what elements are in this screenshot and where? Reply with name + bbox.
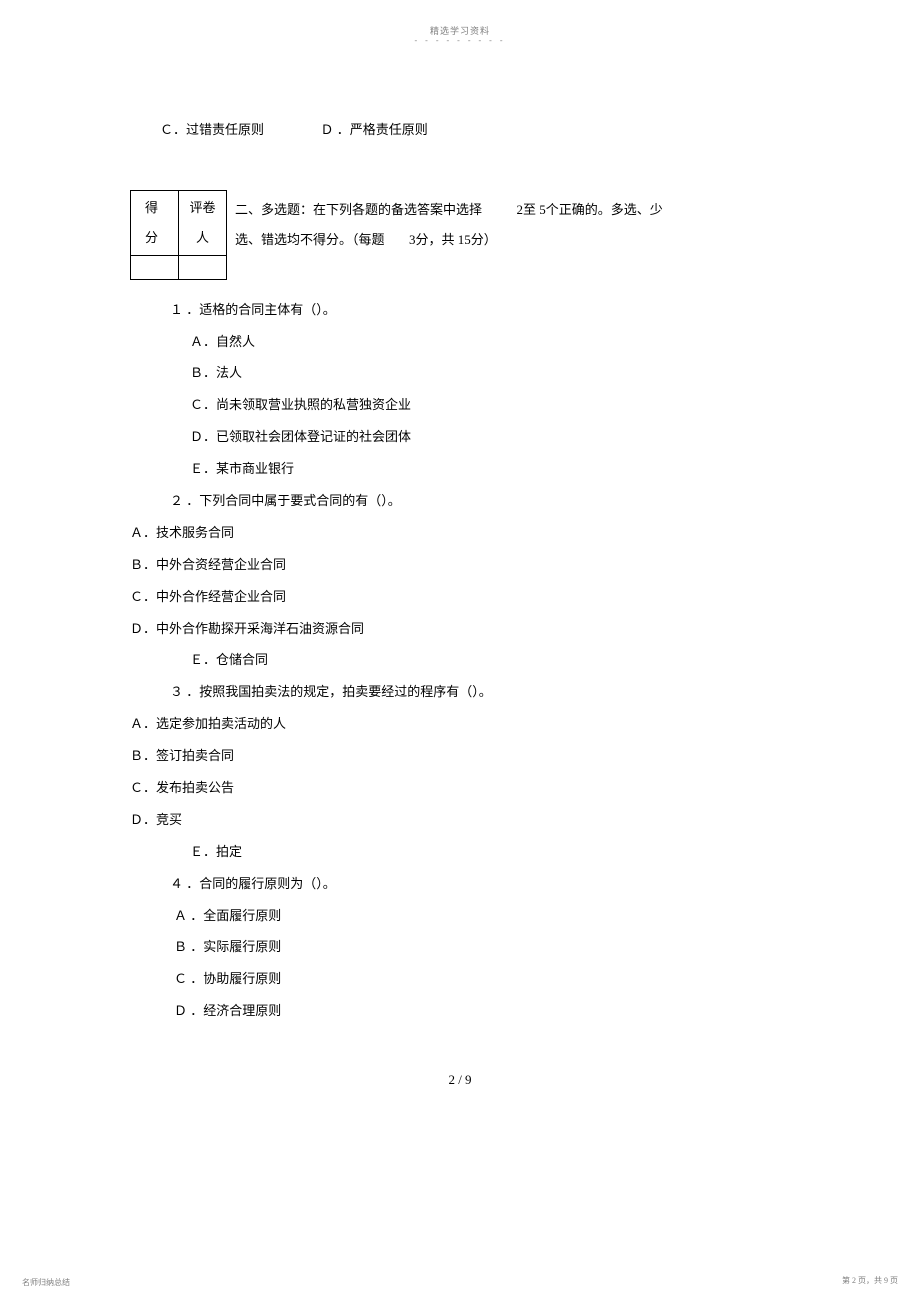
- header-dots: - - - - - - - - -: [415, 36, 506, 45]
- section-line1-p1: 二、多选题：在下列各题的备选答案中选择: [235, 202, 482, 217]
- q2-a: Ａ．技术服务合同: [130, 518, 810, 548]
- section-line2-p1: 选、错选均不得分。（每题: [235, 232, 385, 247]
- score-col-1: 得 分: [131, 190, 179, 255]
- option-c: Ｃ．过错责任原则: [160, 122, 264, 137]
- q1-e: Ｅ．某市商业银行: [190, 454, 810, 484]
- score-cell-2: [179, 255, 227, 279]
- footer-right: 第 2 页，共 9 页: [842, 1275, 898, 1286]
- top-options: Ｃ．过错责任原则 Ｄ ．严格责任原则: [160, 115, 810, 145]
- q3-c: Ｃ．发布拍卖公告: [130, 773, 810, 803]
- q1-title: １ ．适格的合同主体有（）。: [170, 295, 810, 325]
- score-cell-1: [131, 255, 179, 279]
- document-content: Ｃ．过错责任原则 Ｄ ．严格责任原则 得 分 评卷人 二、多选题：在下列各题的备…: [130, 115, 810, 1028]
- q3-e: Ｅ．拍定: [190, 837, 810, 867]
- q2-c: Ｃ．中外合作经营企业合同: [130, 582, 810, 612]
- q3-b: Ｂ．签订拍卖合同: [130, 741, 810, 771]
- q4-b: Ｂ ．实际履行原则: [174, 932, 810, 962]
- option-d: Ｄ ．严格责任原则: [321, 122, 428, 137]
- q3-title: ３ ．按照我国拍卖法的规定，拍卖要经过的程序有（）。: [170, 677, 810, 707]
- q4-c: Ｃ ．协助履行原则: [174, 964, 810, 994]
- section-2-header: 得 分 评卷人 二、多选题：在下列各题的备选答案中选择 2至 5个正确的。多选、…: [130, 190, 810, 280]
- q3-d: Ｄ．竞买: [130, 805, 810, 835]
- footer-left: 名师归纳总结: [22, 1277, 70, 1288]
- q4-d: Ｄ ．经济合理原则: [174, 996, 810, 1026]
- q1-a: Ａ．自然人: [190, 327, 810, 357]
- q1-d: Ｄ．已领取社会团体登记证的社会团体: [190, 422, 810, 452]
- page-number: 2 / 9: [448, 1072, 471, 1088]
- q4-title: ４ ．合同的履行原则为（）。: [170, 869, 810, 899]
- q2-e: Ｅ．仓储合同: [190, 645, 810, 675]
- score-col-2: 评卷人: [179, 190, 227, 255]
- q2-d: Ｄ．中外合作勘探开采海洋石油资源合同: [130, 614, 810, 644]
- q1-b: Ｂ．法人: [190, 358, 810, 388]
- section-line1-p2: 2至 5个正确的。多选、少: [517, 202, 663, 217]
- q3-a: Ａ．选定参加拍卖活动的人: [130, 709, 810, 739]
- q2-b: Ｂ．中外合资经营企业合同: [130, 550, 810, 580]
- score-table: 得 分 评卷人: [130, 190, 227, 280]
- q2-title: ２ ．下列合同中属于要式合同的有（）。: [170, 486, 810, 516]
- q1-c: Ｃ．尚未领取营业执照的私营独资企业: [190, 390, 810, 420]
- section-2-instructions: 二、多选题：在下列各题的备选答案中选择 2至 5个正确的。多选、少 选、错选均不…: [235, 195, 765, 255]
- section-line2-p2: 3分，共 15分）: [409, 232, 497, 247]
- q4-a: Ａ ．全面履行原则: [174, 901, 810, 931]
